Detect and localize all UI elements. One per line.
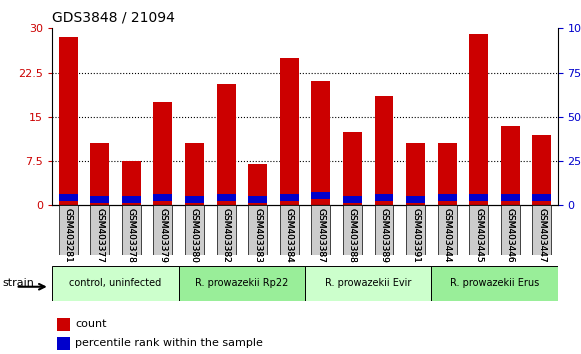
Bar <box>431 266 558 301</box>
Bar <box>217 205 235 255</box>
Bar <box>185 195 204 202</box>
Text: GSM403378: GSM403378 <box>127 208 136 263</box>
Bar <box>375 96 393 205</box>
Text: GSM403378: GSM403378 <box>127 208 136 263</box>
Text: GSM403382: GSM403382 <box>221 208 231 263</box>
Text: GSM403377: GSM403377 <box>95 208 104 263</box>
Bar <box>437 194 457 201</box>
Text: GSM403388: GSM403388 <box>348 208 357 263</box>
Text: strain: strain <box>3 278 35 288</box>
Bar <box>469 194 488 201</box>
Text: GSM403387: GSM403387 <box>316 208 325 263</box>
Bar <box>59 194 78 201</box>
Text: GSM403389: GSM403389 <box>379 208 389 263</box>
Bar <box>59 205 78 255</box>
Text: GSM403387: GSM403387 <box>316 208 325 263</box>
Bar <box>501 205 520 255</box>
Bar <box>90 143 109 205</box>
Bar <box>153 194 173 201</box>
Bar <box>406 195 425 202</box>
Bar <box>406 205 425 255</box>
Text: GSM403447: GSM403447 <box>537 208 547 262</box>
Text: GSM403281: GSM403281 <box>63 208 73 263</box>
Bar <box>532 194 551 201</box>
Text: GSM403445: GSM403445 <box>474 208 483 262</box>
Text: GSM403391: GSM403391 <box>411 208 420 263</box>
Bar <box>406 143 425 205</box>
Bar <box>58 318 70 331</box>
Bar <box>179 266 305 301</box>
Bar <box>153 102 173 205</box>
Bar <box>122 205 141 255</box>
Text: GDS3848 / 21094: GDS3848 / 21094 <box>52 11 175 25</box>
Bar <box>437 205 457 255</box>
Bar <box>52 266 179 301</box>
Text: GSM403446: GSM403446 <box>506 208 515 262</box>
Text: GSM403379: GSM403379 <box>159 208 167 263</box>
Text: R. prowazekii Evir: R. prowazekii Evir <box>325 278 411 288</box>
Bar <box>532 135 551 205</box>
Text: percentile rank within the sample: percentile rank within the sample <box>75 338 263 348</box>
Bar <box>248 164 267 205</box>
Text: GSM403377: GSM403377 <box>95 208 104 263</box>
Bar <box>469 34 488 205</box>
Bar <box>311 192 330 199</box>
Text: GSM403383: GSM403383 <box>253 208 262 263</box>
Text: GSM403281: GSM403281 <box>63 208 73 263</box>
Bar <box>501 126 520 205</box>
Bar <box>185 143 204 205</box>
Bar <box>532 205 551 255</box>
Text: GSM403380: GSM403380 <box>190 208 199 263</box>
Text: GSM403379: GSM403379 <box>159 208 167 263</box>
Bar <box>437 143 457 205</box>
Bar <box>305 266 431 301</box>
Text: count: count <box>75 319 106 329</box>
Text: control, uninfected: control, uninfected <box>69 278 162 288</box>
Text: GSM403383: GSM403383 <box>253 208 262 263</box>
Bar <box>248 195 267 202</box>
Text: GSM403445: GSM403445 <box>474 208 483 262</box>
Bar <box>343 132 362 205</box>
Bar <box>279 58 299 205</box>
Bar <box>90 195 109 202</box>
Bar <box>343 195 362 202</box>
Bar <box>58 337 70 350</box>
Bar <box>279 194 299 201</box>
Text: GSM403382: GSM403382 <box>221 208 231 263</box>
Text: GSM403444: GSM403444 <box>443 208 451 262</box>
Bar <box>311 81 330 205</box>
Bar <box>469 205 488 255</box>
Bar <box>248 205 267 255</box>
Text: GSM403380: GSM403380 <box>190 208 199 263</box>
Bar <box>343 205 362 255</box>
Bar <box>122 161 141 205</box>
Text: GSM403389: GSM403389 <box>379 208 389 263</box>
Bar <box>279 205 299 255</box>
Text: GSM403444: GSM403444 <box>443 208 451 262</box>
Text: GSM403388: GSM403388 <box>348 208 357 263</box>
Bar <box>59 37 78 205</box>
Text: GSM403446: GSM403446 <box>506 208 515 262</box>
Text: GSM403391: GSM403391 <box>411 208 420 263</box>
Text: GSM403384: GSM403384 <box>285 208 294 263</box>
Text: GSM403447: GSM403447 <box>537 208 547 262</box>
Bar <box>311 205 330 255</box>
Bar <box>375 205 393 255</box>
Bar <box>501 194 520 201</box>
Bar <box>217 194 235 201</box>
Bar <box>217 84 235 205</box>
Bar <box>185 205 204 255</box>
Text: R. prowazekii Rp22: R. prowazekii Rp22 <box>195 278 289 288</box>
Bar <box>122 195 141 202</box>
Text: R. prowazekii Erus: R. prowazekii Erus <box>450 278 539 288</box>
Bar <box>90 205 109 255</box>
Bar <box>375 194 393 201</box>
Bar <box>153 205 173 255</box>
Text: GSM403384: GSM403384 <box>285 208 294 263</box>
